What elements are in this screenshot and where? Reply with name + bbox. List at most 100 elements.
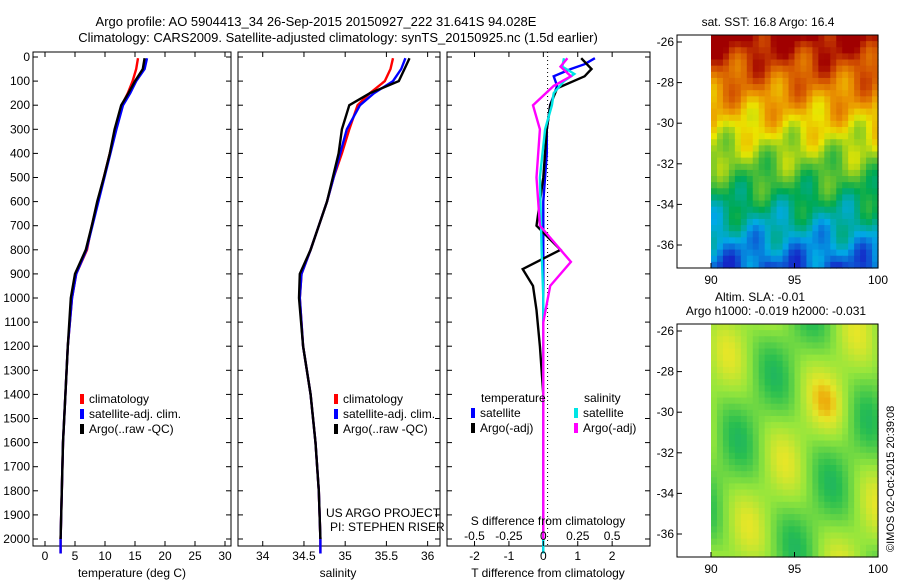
sst-map-cell xyxy=(782,139,790,146)
sst-map-cell xyxy=(788,41,796,48)
sla-map-cell xyxy=(770,465,778,472)
sla-map-cell xyxy=(716,452,724,460)
sst-map-cell xyxy=(734,108,742,116)
sst-map-cell xyxy=(758,237,766,245)
sst-map-cell xyxy=(734,200,742,208)
sst-map-cell xyxy=(782,90,790,97)
sst-map-cell xyxy=(836,47,843,54)
temperature-profile-legend-label-0: climatology xyxy=(89,392,149,406)
sst-map-cell xyxy=(860,41,867,48)
sla-map-cell xyxy=(854,330,861,337)
sst-map-cell xyxy=(711,261,718,269)
sla-map-cell xyxy=(806,458,813,466)
sst-map-cell xyxy=(758,243,766,251)
sla-map-cell xyxy=(830,458,837,466)
sla-map-cell xyxy=(836,354,843,362)
sla-map-cell xyxy=(860,330,867,337)
sst-map-cell xyxy=(848,163,855,171)
sla-map-cell xyxy=(758,477,766,485)
sla-map-cell xyxy=(752,495,760,503)
sla-map-cell xyxy=(818,385,825,393)
sla-map-cell xyxy=(806,422,813,429)
sla-map-cell xyxy=(872,550,879,558)
sst-map-cell xyxy=(722,139,730,146)
sst-map-cell xyxy=(866,243,873,251)
sst-map-cell xyxy=(770,120,778,128)
sla-map-cell xyxy=(806,452,813,460)
sla-map-cell xyxy=(812,385,819,393)
sst-map-cell xyxy=(711,59,718,67)
sla-map-cell xyxy=(722,495,730,503)
salinity-profile-xtick-label-4: 36 xyxy=(421,549,435,563)
sla-map-cell xyxy=(830,465,837,472)
sla-map-cell xyxy=(758,471,766,478)
sst-map-cell xyxy=(812,176,819,183)
sla-map-cell xyxy=(848,458,855,466)
sst-map-cell xyxy=(872,200,879,208)
sla-map-cell xyxy=(758,489,766,497)
sla-map-cell xyxy=(722,379,730,386)
sla-map-cell xyxy=(818,489,825,497)
sst-map-cell xyxy=(824,255,831,263)
sla-map-cell xyxy=(734,483,742,491)
sst-map-cell xyxy=(758,126,766,134)
sla-map-cell xyxy=(830,324,837,331)
sst-map-cell xyxy=(794,182,802,189)
sst-map-cell xyxy=(740,35,748,42)
depth-tick-label-15: 1500 xyxy=(3,412,30,426)
sla-map-cell xyxy=(872,538,879,546)
sst-map-cell xyxy=(830,102,837,110)
sst-map-cell xyxy=(854,237,861,245)
sla-map-cell xyxy=(866,458,873,466)
sla-map-cell xyxy=(776,477,784,485)
sst-map-cell xyxy=(746,218,754,226)
sst-map-cell xyxy=(722,35,730,42)
sst-map-cell xyxy=(734,77,742,85)
sst-map-cell xyxy=(806,41,813,48)
sst-map-cell xyxy=(866,35,873,42)
sla-map-cell xyxy=(836,471,843,478)
sst-map-cell xyxy=(711,218,718,226)
sst-map-cell xyxy=(860,47,867,54)
sla-map-cell xyxy=(770,538,778,546)
sla-map-cell xyxy=(740,471,748,478)
sla-map-cell xyxy=(800,532,808,540)
sla-map-cell xyxy=(860,348,867,356)
sst-map-cell xyxy=(860,35,867,42)
sla-map-cell xyxy=(842,342,849,350)
sst-map-cell xyxy=(782,84,790,91)
depth-tick-label-18: 1800 xyxy=(3,484,30,498)
sla-map-cell xyxy=(854,477,861,485)
sla-map-cell xyxy=(782,366,790,374)
sst-map-cell xyxy=(842,96,849,104)
sla-map-cell xyxy=(728,379,736,386)
sst-map-cell xyxy=(842,231,849,238)
sst-map-cell xyxy=(794,102,802,110)
sla-map-cell xyxy=(854,415,861,423)
sst-map-cell xyxy=(860,176,867,183)
sst-map-cell xyxy=(746,231,754,238)
sst-map-cell xyxy=(782,255,790,263)
sst-map-cell xyxy=(794,243,802,251)
sst-map-cell xyxy=(800,163,808,171)
sst-map-cell xyxy=(860,218,867,226)
sla-map-cell xyxy=(836,403,843,411)
difference-top-tick-label-1: -0.25 xyxy=(495,529,523,543)
sla-map-cell xyxy=(711,446,718,454)
sst-map-cell xyxy=(734,249,742,257)
sla-map-cell xyxy=(740,415,748,423)
sst-map-cell xyxy=(824,176,831,183)
sst-map-cell xyxy=(800,102,808,110)
sla-map-cell xyxy=(788,397,796,405)
sst-map-cell xyxy=(734,65,742,73)
sst-map-cell xyxy=(848,102,855,110)
sla-map-cell xyxy=(740,458,748,466)
sla-map-cell xyxy=(824,446,831,454)
sla-map-cell xyxy=(806,428,813,435)
sst-map-cell xyxy=(806,182,813,189)
sst-map-cell xyxy=(806,194,813,202)
sla-map-cell xyxy=(776,550,784,558)
sla-map-cell xyxy=(812,550,819,558)
sla-map-cell xyxy=(866,428,873,435)
sla-map-cell xyxy=(818,477,825,485)
